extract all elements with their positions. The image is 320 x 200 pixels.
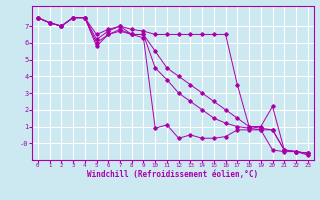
X-axis label: Windchill (Refroidissement éolien,°C): Windchill (Refroidissement éolien,°C) xyxy=(87,170,258,179)
